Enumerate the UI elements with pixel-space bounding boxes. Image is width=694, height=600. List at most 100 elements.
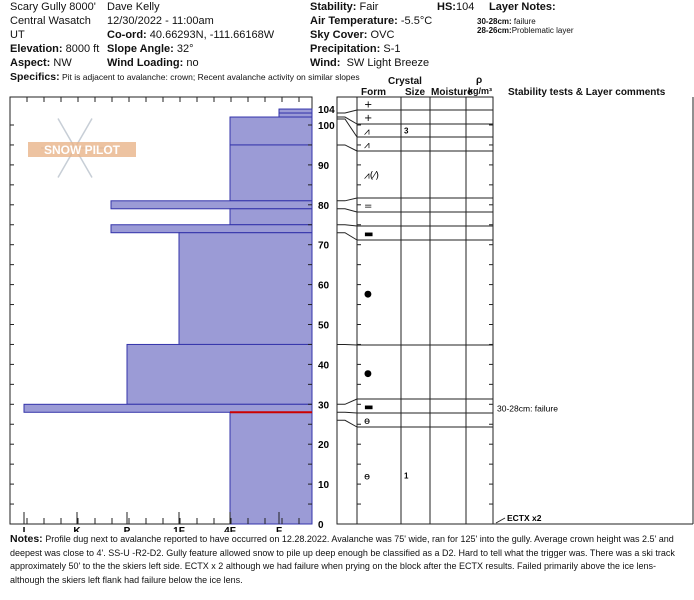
- wind: Wind: SW Light Breeze: [310, 57, 429, 70]
- slope-label: Slope Angle:: [107, 43, 174, 55]
- layer-note-text: failure: [513, 17, 536, 26]
- header-size: Size: [405, 87, 426, 98]
- wind-loading-label: Wind Loading:: [107, 57, 184, 69]
- y-tick-label: 60: [318, 281, 330, 292]
- sky-cover: Sky Cover: OVC: [310, 29, 394, 42]
- x-tick-label: 1F: [173, 526, 185, 532]
- y-tick-label: 70: [318, 241, 330, 252]
- wind-loading: Wind Loading: no: [107, 57, 199, 70]
- slope: Slope Angle: 32°: [107, 43, 194, 56]
- datetime: 12/30/2022 - 11:00am: [107, 15, 214, 27]
- notes: Notes: Profile dug next to avalanche rep…: [10, 533, 690, 587]
- air-temp-value: -5.5°C: [400, 15, 433, 27]
- x-tick-label: F: [276, 526, 282, 532]
- y-tick-label: 20: [318, 440, 330, 451]
- grain-form-symbol: ●: [364, 369, 372, 379]
- hardness-bar: [23, 403, 313, 413]
- watermark-text: SNOW PILOT: [44, 143, 121, 157]
- depth-connector-line: [337, 109, 358, 114]
- grain-form-symbol: =: [364, 201, 372, 212]
- aspect: Aspect: NW: [10, 57, 72, 70]
- layer-note: 28-26cm:Problematic layer: [477, 26, 574, 35]
- depth-connector-line: [337, 224, 358, 227]
- y-tick-label: 40: [318, 360, 330, 371]
- hardness-bar: [278, 108, 313, 114]
- notes-text: Profile dug next to avalanche reported t…: [10, 534, 675, 585]
- hardness-bar: [110, 200, 313, 210]
- specifics-label: Specifics:: [10, 71, 60, 83]
- air-temp: Air Temperature: -5.5°C: [310, 15, 432, 28]
- air-temp-label: Air Temperature:: [310, 15, 398, 27]
- grain-size-value: 3: [404, 127, 409, 136]
- hardness-bar: [229, 144, 313, 202]
- hardness-bar: [229, 411, 313, 525]
- layer-note-range: 30-28cm:: [477, 17, 512, 26]
- grain-form-symbol: ɵ: [364, 416, 370, 427]
- y-tick-label: 90: [318, 161, 330, 172]
- depth-connector-line: [337, 398, 358, 405]
- specifics: Specifics: Pit is adjacent to avalanche:…: [10, 71, 360, 84]
- depth-connector-line: [337, 144, 358, 152]
- layer-notes-label: Layer Notes:: [489, 1, 556, 13]
- grain-form-symbol: ⩘(⁄): [364, 171, 379, 182]
- hardness-bar: [126, 343, 313, 405]
- layer-comment: 30-28cm: failure: [497, 403, 558, 413]
- y-tick-label: 50: [318, 321, 330, 332]
- hardness-bar: [110, 224, 313, 234]
- header-density: kg/m³: [468, 86, 493, 96]
- hs: HS:104: [437, 1, 474, 14]
- stability: Stability: Fair: [310, 1, 378, 14]
- elevation-value: 8000 ft: [65, 43, 100, 55]
- grain-form-symbol: ▬: [364, 402, 373, 413]
- slope-value: 32°: [176, 43, 194, 55]
- coord: Co-ord: 40.66293N, -111.66168W: [107, 29, 274, 42]
- grain-form-symbol: ɵ: [364, 472, 370, 483]
- header-crystal: Crystal: [388, 76, 422, 87]
- depth-connector-line: [337, 197, 358, 202]
- layer-note: 30-28cm: failure: [477, 17, 536, 26]
- x-tick-label: P: [124, 526, 131, 532]
- wind-loading-value: no: [186, 57, 199, 69]
- sky-label: Sky Cover:: [310, 29, 368, 41]
- precip-label: Precipitation:: [310, 43, 381, 55]
- observer: Dave Kelly: [107, 1, 160, 13]
- watermark-banner: [28, 142, 136, 157]
- specifics-text: Pit is adjacent to avalanche: crown; Rec…: [61, 72, 360, 82]
- depth-connector-line: [337, 419, 358, 428]
- precip-value: S-1: [383, 43, 401, 55]
- stability-label: Stability:: [310, 1, 357, 13]
- y-tick-label: 80: [318, 201, 330, 212]
- snow-profile-chart: SNOW PILOT I K P 1F 4F F 0 10 20 30 40 50 60 70 80 90 100…: [9, 96, 694, 532]
- depth-connector-line: [337, 118, 358, 138]
- wind-value: SW Light Breeze: [346, 57, 430, 69]
- grain-form-symbol: +: [364, 113, 372, 124]
- grain-form-symbol: ⩘: [364, 140, 370, 151]
- y-tick-label: 10: [318, 480, 330, 491]
- depth-connector-line: [337, 116, 358, 125]
- layer-note-text: Problematic layer: [511, 26, 574, 35]
- header-comments: Stability tests & Layer comments: [508, 87, 666, 98]
- hardness-bar: [229, 116, 313, 146]
- coord-value: 40.66293N, -111.66168W: [149, 29, 275, 41]
- sky-value: OVC: [370, 29, 395, 41]
- y-tick-label: 104: [318, 105, 335, 116]
- x-tick-label: K: [73, 526, 81, 532]
- y-tick-label: 30: [318, 400, 330, 411]
- depth-connector-line: [337, 208, 358, 213]
- state: UT: [10, 29, 25, 41]
- aspect-value: NW: [53, 57, 72, 69]
- header-form: Form: [361, 87, 386, 98]
- hardness-bar: [178, 232, 313, 345]
- hs-label: HS:: [437, 1, 456, 13]
- y-tick-label: 100: [318, 121, 335, 132]
- depth-connector-line: [337, 343, 358, 346]
- stability-test-result: ECTX x2: [507, 513, 542, 523]
- precipitation: Precipitation: S-1: [310, 43, 400, 56]
- grain-form-symbol: +: [364, 100, 372, 111]
- coord-label: Co-ord:: [107, 29, 147, 41]
- aspect-label: Aspect:: [10, 57, 51, 69]
- elevation-label: Elevation:: [10, 43, 63, 55]
- range: Central Wasatch: [10, 15, 91, 27]
- comment-arrow-icon: [495, 517, 506, 524]
- hardness-bar: [229, 208, 313, 226]
